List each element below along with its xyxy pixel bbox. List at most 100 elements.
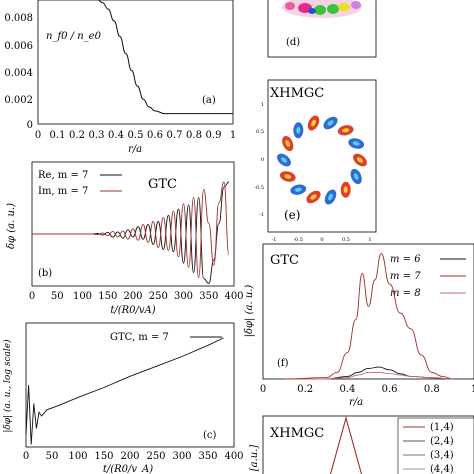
panel-c-xtick-8: 400	[224, 451, 243, 462]
panel-c-legend: GTC, m = 7	[110, 332, 169, 343]
panel-g-peak-curve	[329, 415, 363, 474]
panel-b-xtick-7: 350	[199, 291, 218, 302]
panel-c-xtick-6: 300	[172, 451, 191, 462]
panel-f-m8-line	[284, 371, 453, 380]
panel-e-ytick-4: -1	[259, 212, 264, 218]
panel-c-xtick-3: 150	[94, 451, 113, 462]
panel-c: GTC, m = 7 (c) |δφ| (a. u., log scale) 0…	[2, 322, 244, 474]
panel-a-xtick-7: 0.7	[167, 130, 183, 141]
panel-e-lobe-core	[281, 157, 287, 163]
panel-a-xlabel: r/a	[128, 144, 142, 155]
panel-e-xtick-2: 0	[320, 237, 323, 243]
panel-f-xtick-3: 0.6	[382, 384, 398, 395]
panel-f-xtick-0: 0	[260, 384, 266, 395]
panel-f-xtick-1: 0.2	[297, 384, 313, 395]
panel-e-tag: (e)	[284, 208, 300, 222]
panel-a-xtick-1: 0.1	[50, 130, 66, 141]
panel-c-xtick-2: 100	[68, 451, 87, 462]
panel-e-ytick-3: -0.5	[254, 185, 264, 191]
panel-c-tag: (c)	[203, 430, 217, 441]
panel-d: (d)	[267, 0, 377, 58]
panel-g-legend-3: (3,4)	[430, 450, 454, 461]
panel-a-ytick-1: 0.006	[4, 41, 33, 52]
panel-b-xtick-8: 400	[224, 291, 243, 302]
panel-f-xtick-4: 0.8	[424, 384, 440, 395]
panel-a-xtick-5: 0.5	[128, 130, 144, 141]
panel-e-lobe-core	[328, 193, 333, 201]
panel-e-lobe-core	[311, 119, 316, 127]
panel-a-ytick-2: 0.004	[4, 68, 33, 79]
panel-c-xtick-5: 250	[146, 451, 165, 462]
panel-f-frame	[262, 243, 474, 380]
panel-f-xticks: 0 0.2 0.4 0.6 0.8 1	[260, 384, 474, 395]
panel-b-legend-2: Im, m = 7	[38, 186, 88, 197]
panel-a-ytick-3: 0.002	[4, 95, 33, 106]
panel-d-tag: (d)	[286, 37, 300, 48]
panel-e-lobe-core	[353, 173, 359, 180]
panel-b-frame	[31, 161, 235, 287]
panel-g-legend-1: (1,4)	[430, 422, 454, 433]
panel-e-lobe-core	[310, 194, 317, 200]
panel-b-xtick-3: 150	[98, 291, 117, 302]
panel-a-xticks: 0 0.1 0.2 0.3 0.4 0.5 0.6 0.7 0.8 0.9 1	[35, 130, 236, 141]
panel-a-xtick-6: 0.6	[147, 130, 163, 141]
panel-g-legend-2: (2,4)	[430, 436, 454, 447]
panel-f-tag: (f)	[277, 358, 289, 369]
panel-e-ytick-1: 0.5	[256, 129, 264, 135]
panel-f: GTC m = 6 m = 7 m = 8 (f) |δφ| (a. u.) 0…	[244, 243, 474, 408]
panel-b-legend-1: Re, m = 7	[38, 170, 88, 181]
panel-a-ytick-0: 0.008	[4, 13, 33, 24]
panel-f-legend-2: m = 7	[390, 271, 421, 282]
panel-e-xtick-4: 1	[368, 237, 371, 243]
panel-c-xlabel: t/(R0/v_A)	[103, 464, 153, 474]
panel-e-lobe-core	[342, 128, 350, 133]
panel-f-xtick-2: 0.4	[339, 384, 355, 395]
panel-f-xlabel: r/a	[349, 397, 363, 408]
panel-f-m7-line	[284, 253, 453, 380]
panel-b-xtick-0: 0	[29, 291, 35, 302]
panel-a-density-curve	[98, 0, 234, 115]
panel-b-code-label: GTC	[148, 177, 177, 192]
panel-f-legend-3: m = 8	[390, 288, 421, 299]
panel-e-lobe-core	[294, 187, 302, 192]
panel-f-xtick-5: 1	[471, 384, 474, 395]
panel-e-lobe-core	[296, 126, 301, 134]
panel-b-tag: (b)	[38, 268, 52, 279]
panel-e-lobe-core	[285, 140, 291, 147]
panel-e-xtick-1: -0.5	[293, 237, 303, 243]
panel-a-ytick-4: 0	[27, 120, 33, 131]
panel-b-ylabel: δφ (a. u.)	[6, 203, 17, 249]
panel-e-lobe-core	[327, 120, 334, 126]
panel-a-frame	[37, 0, 234, 125]
panel-f-code-label: GTC	[270, 253, 299, 268]
panel-g-frame	[262, 415, 474, 474]
panel-e-xtick-0: -1	[272, 237, 277, 243]
panel-c-xtick-1: 50	[46, 451, 59, 462]
panel-b-xlabel: t/(R0/vA)	[110, 305, 155, 316]
panel-a-xtick-8: 0.8	[186, 130, 202, 141]
panel-b-xticks: 0 50 100 150 200 250 300 350 400	[29, 291, 244, 302]
panel-c-ylabel: |δφ| (a. u., log scale)	[2, 339, 13, 433]
panel-c-xtick-7: 350	[198, 451, 217, 462]
panel-e-mode-structure-image	[277, 115, 367, 205]
panel-b-xtick-6: 300	[174, 291, 193, 302]
panel-a-xtick-2: 0.2	[69, 130, 85, 141]
panel-g-legend-4: (4,4)	[430, 464, 454, 474]
panel-e-lobe-core	[343, 186, 348, 194]
panel-b-real-part-line	[32, 181, 230, 284]
panel-a-annotation: n_f0 / n_e0	[46, 31, 102, 42]
panel-e: XHMGC 1 0.5 0 -0.5 -1 -1 -0.5 0 0.5 1 (e…	[254, 79, 377, 243]
panel-g: XHMGC [a.u.] (1,4) (2,4) (3,4) (4,4)	[249, 415, 474, 474]
panel-g-ylabel: [a.u.]	[249, 445, 260, 472]
panel-c-xticks: 0 50 100 150 200 250 300 350 400	[23, 451, 244, 462]
panel-c-xtick-0: 0	[23, 451, 29, 462]
panel-f-legend-1: m = 6	[390, 254, 421, 265]
panel-c-xtick-4: 200	[120, 451, 139, 462]
panel-e-title: XHMGC	[270, 86, 324, 101]
panel-f-ylabel: |δφ| (a. u.)	[244, 285, 255, 338]
panel-a-xtick-4: 0.4	[108, 130, 124, 141]
panel-e-ytick-0: 1	[261, 102, 264, 108]
panel-e-lobe-core	[352, 141, 360, 146]
panel-e-lobe-core	[284, 174, 292, 179]
